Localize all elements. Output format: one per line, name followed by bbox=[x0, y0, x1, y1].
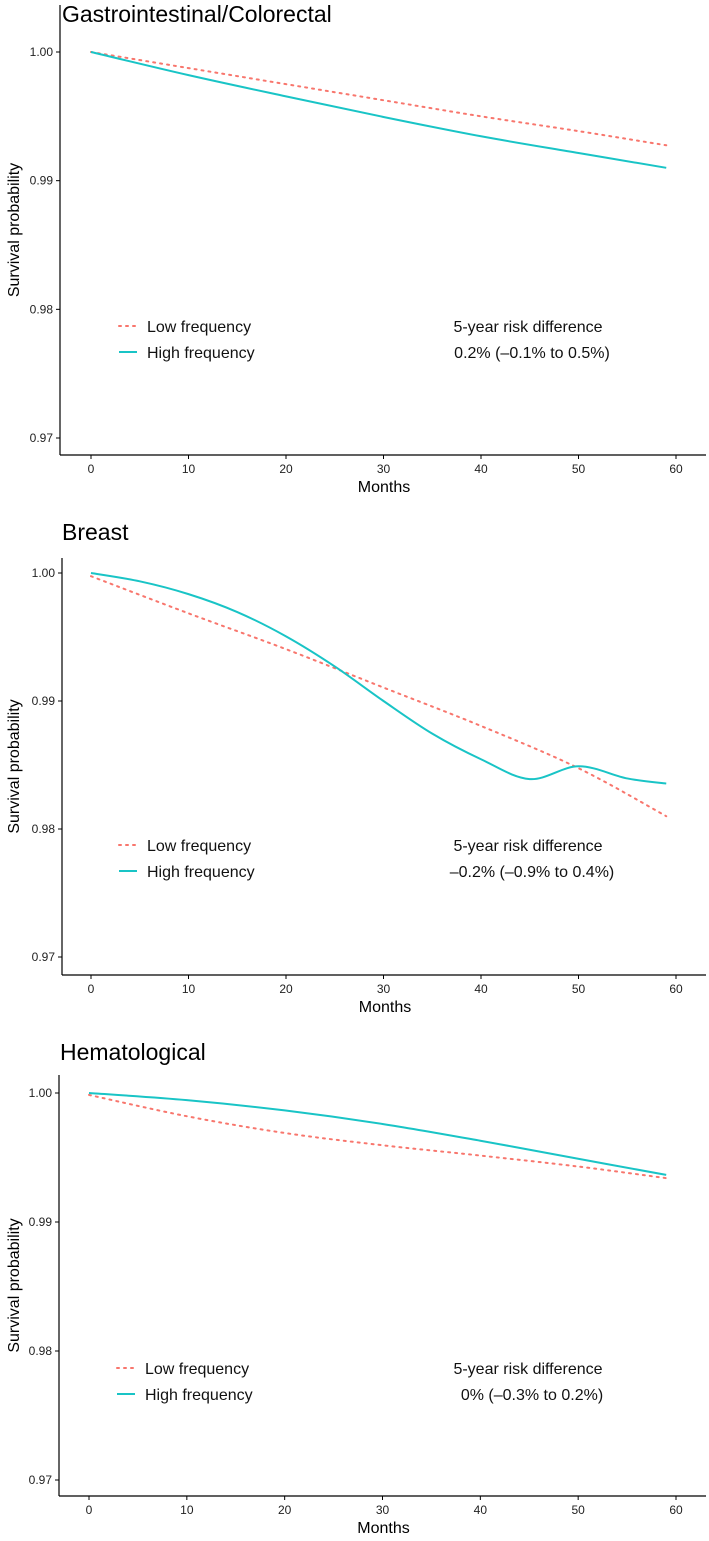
y-tick-label: 0.97 bbox=[32, 950, 56, 964]
risk-difference-heading: 5-year risk difference bbox=[453, 319, 602, 336]
chart-title: Breast bbox=[62, 519, 129, 545]
x-tick-label: 10 bbox=[182, 982, 196, 996]
x-tick-label: 0 bbox=[88, 982, 95, 996]
chart-title: Hematological bbox=[60, 1039, 206, 1065]
x-tick-label: 40 bbox=[474, 982, 488, 996]
y-tick-label: 0.97 bbox=[29, 1473, 53, 1487]
y-tick-label: 0.98 bbox=[30, 302, 54, 316]
legend-label-low-frequency: Low frequency bbox=[147, 838, 251, 855]
x-tick-label: 60 bbox=[669, 462, 683, 476]
legend-label-high-frequency: High frequency bbox=[147, 864, 255, 881]
series-line-low-frequency bbox=[90, 51, 668, 147]
x-axis-title: Months bbox=[357, 1520, 409, 1537]
y-axis-title: Survival probability bbox=[6, 163, 23, 297]
risk-difference-value: –0.2% (–0.9% to 0.4%) bbox=[450, 864, 615, 881]
x-tick-label: 40 bbox=[474, 1503, 488, 1517]
legend-label-low-frequency: Low frequency bbox=[147, 319, 251, 336]
series-line-high-frequency bbox=[90, 51, 667, 169]
y-axis-title: Survival probability bbox=[6, 1218, 23, 1352]
y-tick-label: 0.99 bbox=[30, 174, 54, 188]
risk-difference-value: 0% (–0.3% to 0.2%) bbox=[461, 1387, 603, 1404]
x-tick-label: 30 bbox=[376, 1503, 390, 1517]
y-tick-label: 0.98 bbox=[29, 1344, 53, 1358]
series-line-high-frequency bbox=[88, 1092, 667, 1176]
x-axis-title: Months bbox=[358, 479, 410, 496]
y-tick-label: 1.00 bbox=[29, 1086, 53, 1100]
series-line-low-frequency bbox=[90, 575, 668, 818]
chart-panel-1: Gastrointestinal/Colorectal 1.00 0.99 0.98 0… bbox=[6, 1, 706, 496]
y-tick-label: 0.98 bbox=[32, 822, 56, 836]
risk-difference-value: 0.2% (–0.1% to 0.5%) bbox=[454, 345, 610, 362]
x-tick-label: 20 bbox=[279, 462, 293, 476]
x-tick-label: 0 bbox=[86, 1503, 93, 1517]
x-axis-title: Months bbox=[359, 999, 411, 1016]
chart-panel-2: Breast 1.00 0.99 0.98 0.97 0 10 20 30 40 50 60 Month… bbox=[6, 519, 706, 1016]
x-tick-label: 10 bbox=[182, 462, 196, 476]
x-tick-label: 0 bbox=[88, 462, 95, 476]
x-tick-label: 60 bbox=[669, 1503, 683, 1517]
y-axis-title: Survival probability bbox=[6, 699, 23, 833]
y-tick-label: 0.99 bbox=[32, 694, 56, 708]
x-tick-label: 50 bbox=[571, 1503, 585, 1517]
chart-panel-3: Hematological 1.00 0.99 0.98 0.97 0 10 20 30 40 50… bbox=[6, 1039, 706, 1537]
x-tick-label: 30 bbox=[377, 982, 391, 996]
legend-label-low-frequency: Low frequency bbox=[145, 1361, 249, 1378]
x-tick-label: 10 bbox=[180, 1503, 194, 1517]
chart-title: Gastrointestinal/Colorectal bbox=[62, 1, 332, 27]
y-tick-label: 0.99 bbox=[29, 1215, 53, 1229]
x-tick-label: 40 bbox=[474, 462, 488, 476]
x-tick-label: 30 bbox=[377, 462, 391, 476]
y-tick-label: 0.97 bbox=[30, 431, 54, 445]
legend-label-high-frequency: High frequency bbox=[147, 345, 255, 362]
series-line-high-frequency bbox=[90, 572, 667, 785]
x-tick-label: 20 bbox=[279, 982, 293, 996]
x-tick-label: 50 bbox=[572, 982, 586, 996]
y-tick-label: 1.00 bbox=[30, 45, 54, 59]
legend-label-high-frequency: High frequency bbox=[145, 1387, 253, 1404]
y-tick-label: 1.00 bbox=[32, 566, 56, 580]
risk-difference-heading: 5-year risk difference bbox=[453, 1361, 602, 1378]
series-line-low-frequency bbox=[88, 1093, 668, 1180]
risk-difference-heading: 5-year risk difference bbox=[453, 838, 602, 855]
x-tick-label: 50 bbox=[572, 462, 586, 476]
x-tick-label: 60 bbox=[669, 982, 683, 996]
x-tick-label: 20 bbox=[278, 1503, 292, 1517]
